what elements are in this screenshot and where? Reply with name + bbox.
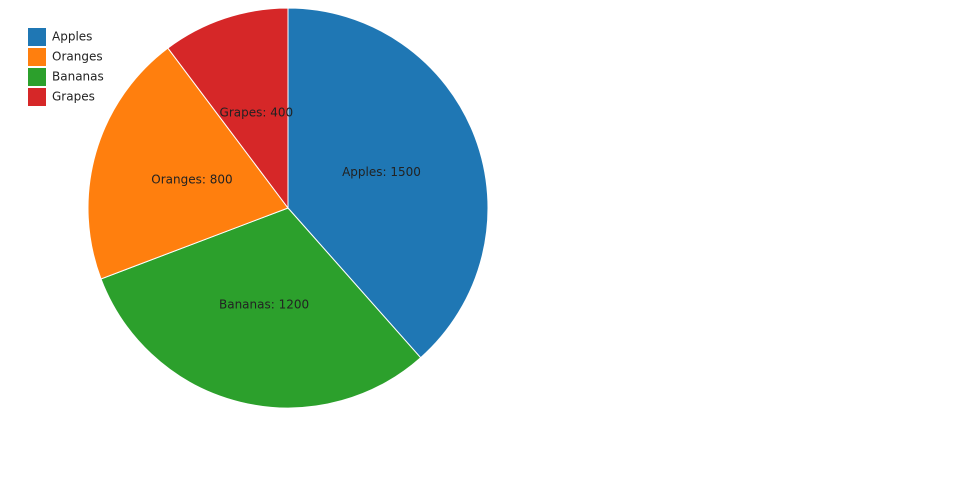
- legend-label: Bananas: [52, 70, 104, 84]
- slice-label: Apples: 1500: [342, 165, 421, 179]
- pie-slice: [167, 7, 289, 210]
- legend-label: Grapes: [52, 90, 95, 104]
- pie-slice: [100, 207, 422, 409]
- pie-slice: [287, 7, 489, 359]
- pie-slice: [87, 47, 289, 280]
- legend-label: Apples: [52, 30, 92, 44]
- legend-swatch: [28, 48, 46, 66]
- legend-label: Oranges: [52, 50, 103, 64]
- slice-label: Bananas: 1200: [219, 298, 309, 312]
- legend-swatch: [28, 88, 46, 106]
- slice-label: Grapes: 400: [220, 106, 294, 120]
- legend-swatch: [28, 28, 46, 46]
- slice-label: Oranges: 800: [151, 173, 232, 187]
- legend-swatch: [28, 68, 46, 86]
